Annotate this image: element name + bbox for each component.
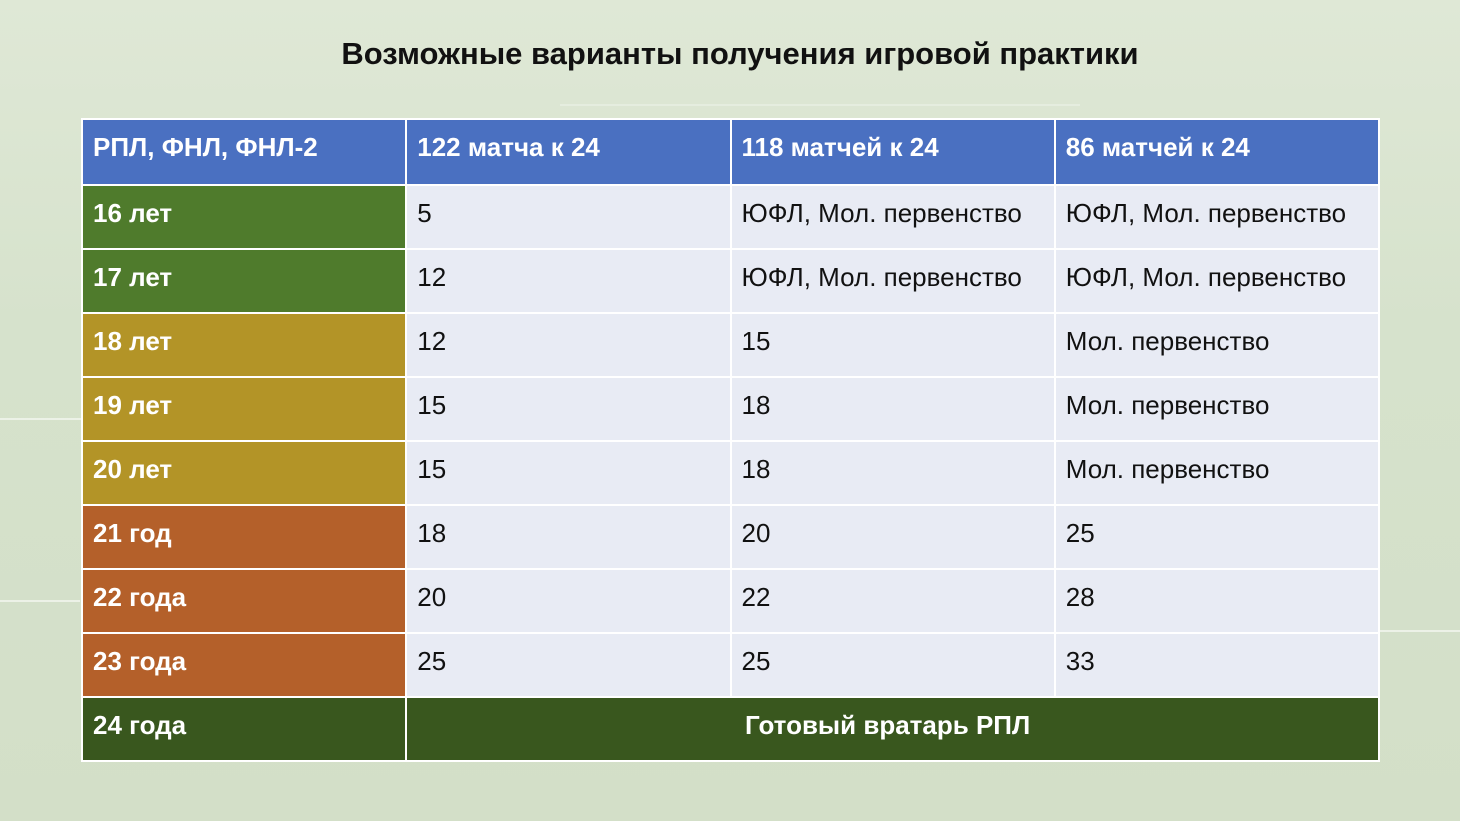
table-row: 20 лет 15 18 Мол. первенство: [80, 440, 1381, 506]
value-cell: 15: [405, 440, 732, 506]
age-cell: 23 года: [80, 632, 408, 698]
value-cell: 15: [729, 312, 1056, 378]
value-cell: Мол. первенство: [1053, 376, 1381, 442]
age-cell: 22 года: [80, 568, 408, 634]
value-cell: 12: [405, 312, 732, 378]
value-cell: 18: [729, 376, 1056, 442]
table-row: 18 лет 12 15 Мол. первенство: [80, 312, 1381, 378]
value-cell: 5: [405, 184, 732, 250]
value-cell: ЮФЛ, Мол. первенство: [1053, 184, 1381, 250]
practice-table: РПЛ, ФНЛ, ФНЛ-2 122 матча к 24 118 матче…: [80, 118, 1381, 762]
value-cell: ЮФЛ, Мол. первенство: [729, 184, 1056, 250]
header-league: РПЛ, ФНЛ, ФНЛ-2: [80, 118, 408, 186]
table-row: 22 года 20 22 28: [80, 568, 1381, 634]
age-cell: 24 года: [80, 696, 408, 762]
header-86: 86 матчей к 24: [1053, 118, 1381, 186]
value-cell: 18: [729, 440, 1056, 506]
age-cell: 16 лет: [80, 184, 408, 250]
table-row: 16 лет 5 ЮФЛ, Мол. первенство ЮФЛ, Мол. …: [80, 184, 1381, 250]
value-cell: 25: [405, 632, 732, 698]
value-cell: ЮФЛ, Мол. первенство: [729, 248, 1056, 314]
value-cell: 28: [1053, 568, 1381, 634]
age-cell: 17 лет: [80, 248, 408, 314]
value-cell: 33: [1053, 632, 1381, 698]
value-cell: 15: [405, 376, 732, 442]
value-cell: 12: [405, 248, 732, 314]
header-118: 118 матчей к 24: [729, 118, 1056, 186]
age-cell: 20 лет: [80, 440, 408, 506]
value-cell: 22: [729, 568, 1056, 634]
table-row: 21 год 18 20 25: [80, 504, 1381, 570]
final-result-cell: Готовый вратарь РПЛ: [405, 696, 1380, 762]
header-122: 122 матча к 24: [405, 118, 732, 186]
final-row: 24 года Готовый вратарь РПЛ: [80, 696, 1380, 762]
value-cell: 18: [405, 504, 732, 570]
table-header-row: РПЛ, ФНЛ, ФНЛ-2 122 матча к 24 118 матче…: [80, 118, 1381, 186]
value-cell: Мол. первенство: [1053, 312, 1381, 378]
age-cell: 21 год: [80, 504, 408, 570]
value-cell: 20: [405, 568, 732, 634]
value-cell: Мол. первенство: [1053, 440, 1381, 506]
value-cell: 20: [729, 504, 1056, 570]
table-row: 19 лет 15 18 Мол. первенство: [80, 376, 1381, 442]
table-row: 17 лет 12 ЮФЛ, Мол. первенство ЮФЛ, Мол.…: [80, 248, 1381, 314]
age-cell: 18 лет: [80, 312, 408, 378]
value-cell: 25: [1053, 504, 1381, 570]
value-cell: ЮФЛ, Мол. первенство: [1053, 248, 1381, 314]
value-cell: 25: [729, 632, 1056, 698]
table-row: 23 года 25 25 33: [80, 632, 1381, 698]
slide-title: Возможные варианты получения игровой пра…: [341, 36, 1139, 71]
age-cell: 19 лет: [80, 376, 408, 442]
